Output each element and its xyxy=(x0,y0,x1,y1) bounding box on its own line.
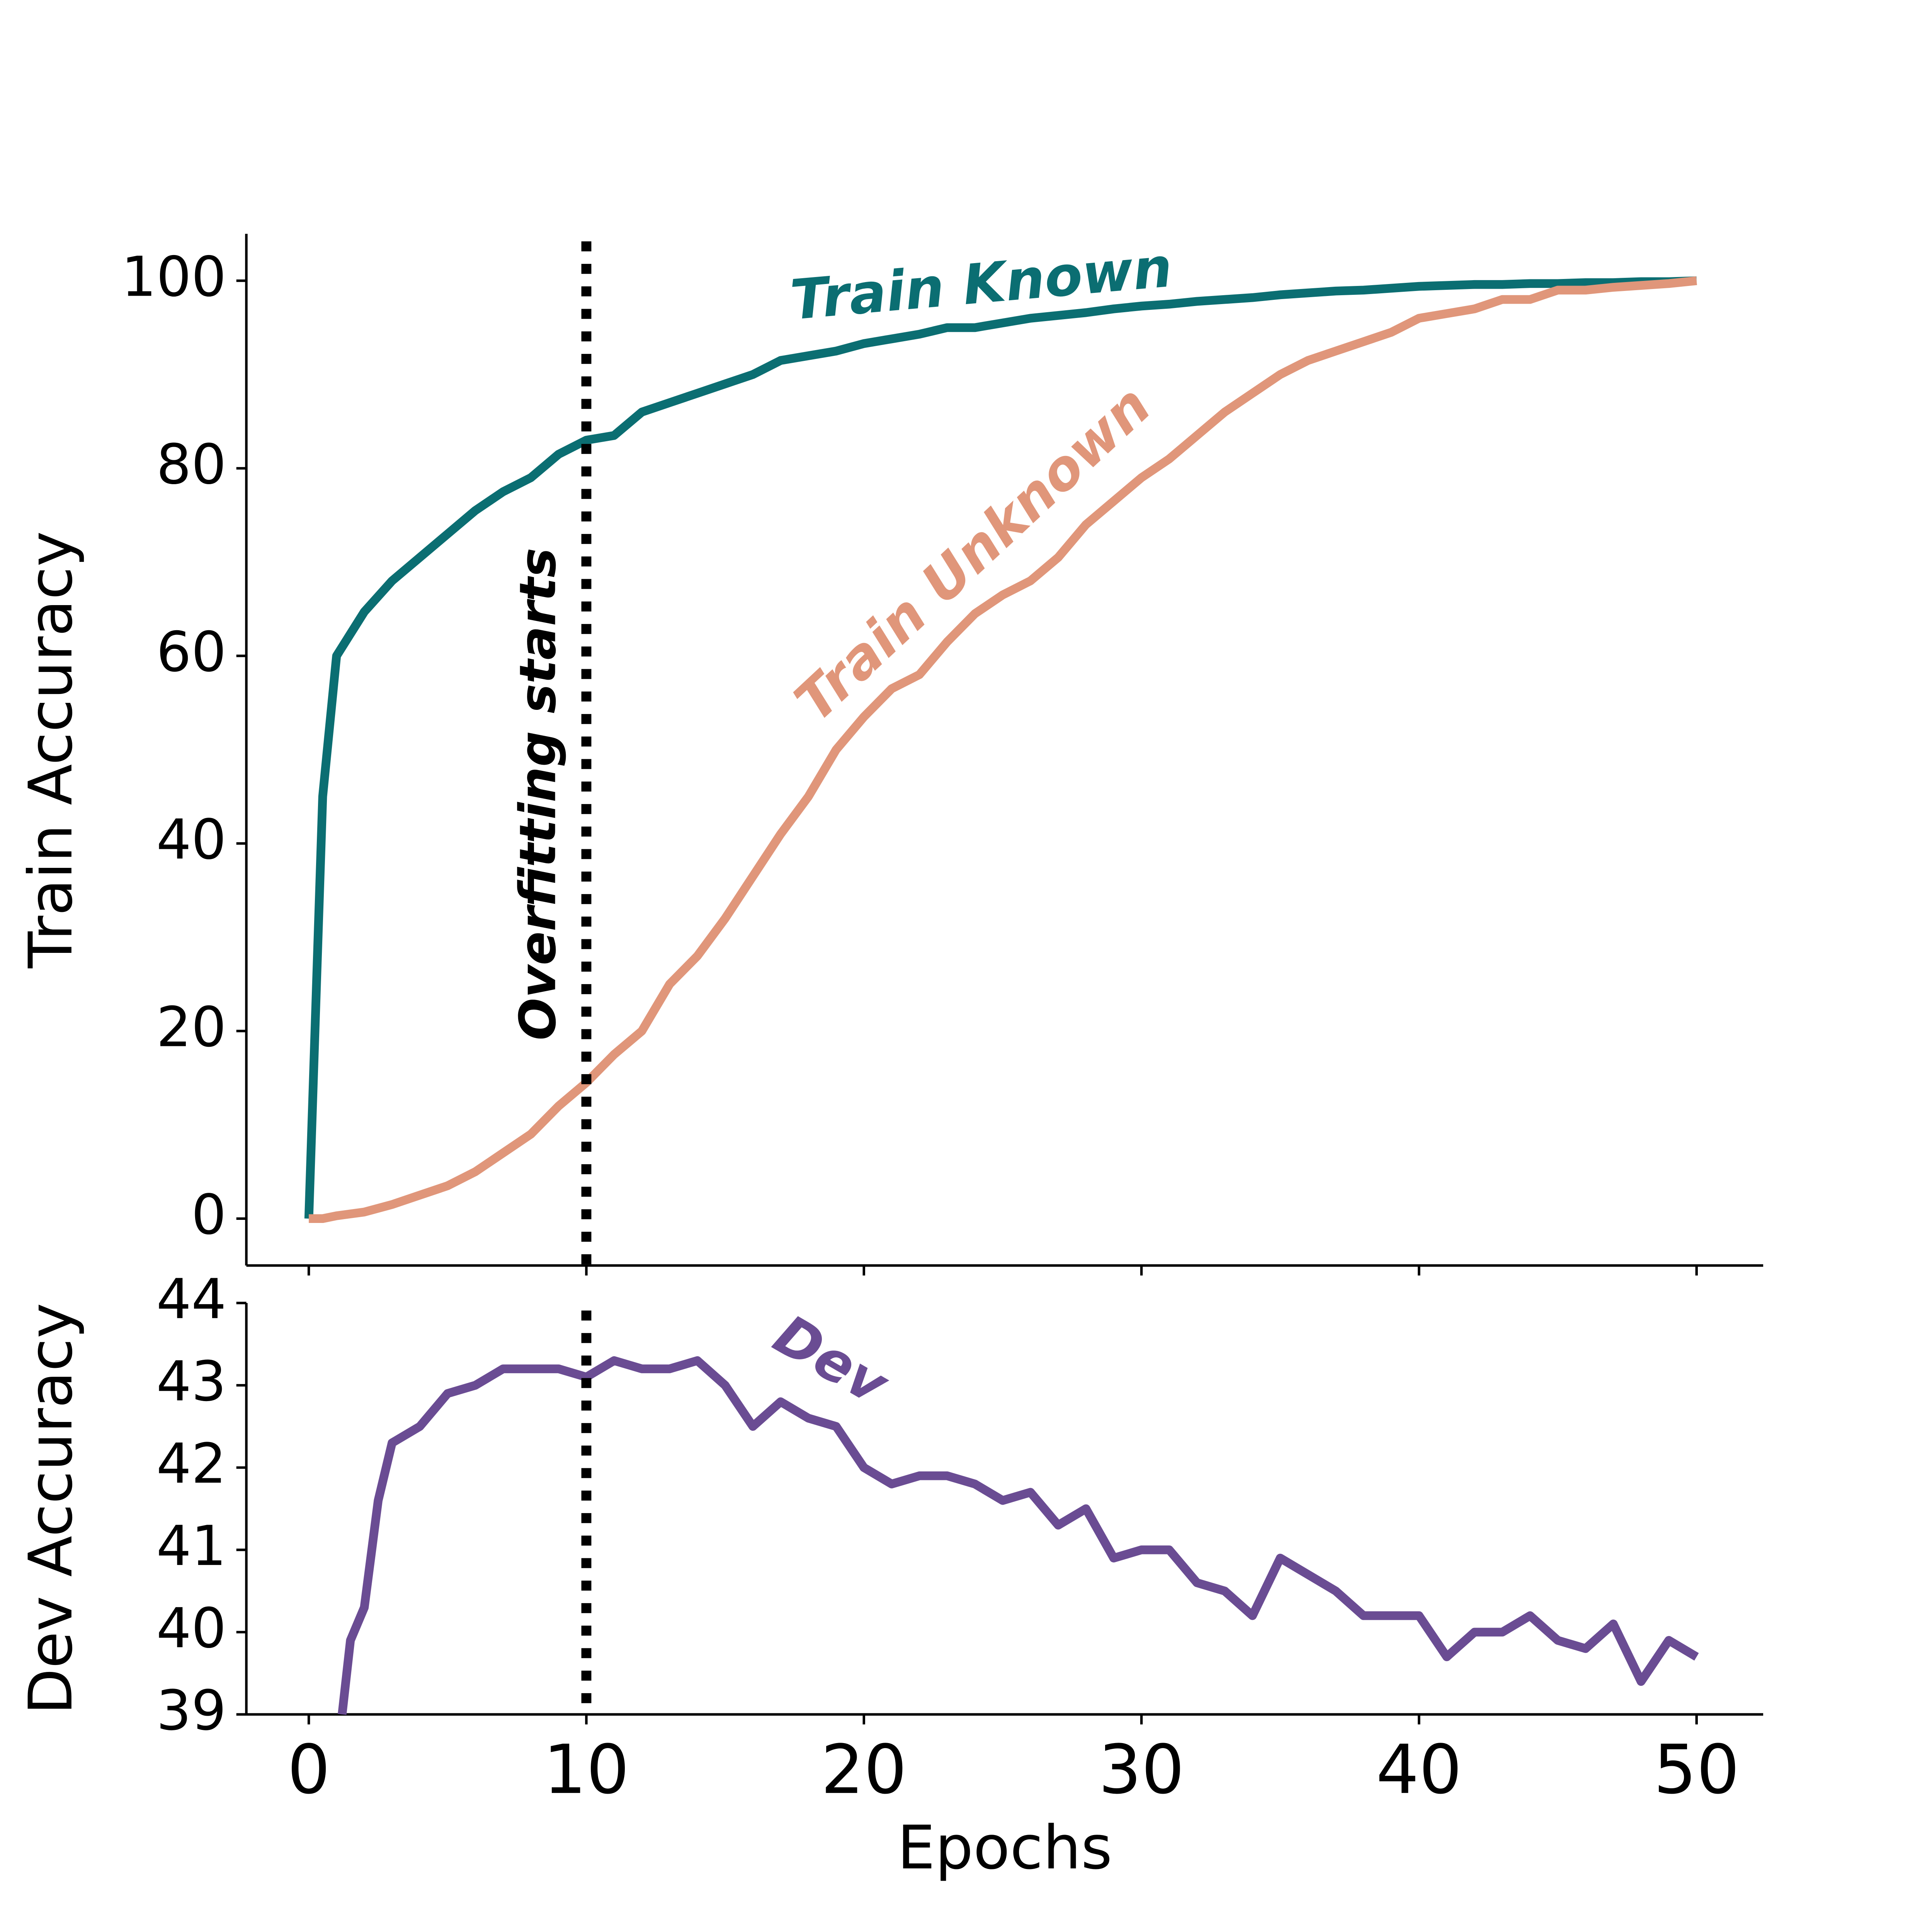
x-tick-label: 10 xyxy=(543,1731,629,1809)
y-tick-label: 40 xyxy=(156,1596,226,1660)
y-tick-label: 39 xyxy=(156,1679,226,1743)
y-tick-label: 41 xyxy=(156,1514,226,1578)
x-axis-label: Epochs xyxy=(897,1813,1112,1883)
y-tick-label: 44 xyxy=(156,1267,226,1331)
y-axis-label: Train Accuracy xyxy=(16,531,86,969)
x-tick-label: 20 xyxy=(821,1731,907,1809)
y-tick-label: 43 xyxy=(156,1349,226,1413)
series-label: Train Known xyxy=(788,235,1175,333)
y-axis-label: Dev Accuracy xyxy=(16,1303,86,1715)
y-tick-label: 60 xyxy=(156,620,226,684)
y-tick-label: 40 xyxy=(156,808,226,872)
x-tick-label: 50 xyxy=(1654,1731,1740,1809)
y-tick-label: 80 xyxy=(156,432,226,497)
series-label: Train Unknown xyxy=(782,373,1163,734)
series-line xyxy=(304,276,1697,1219)
y-tick-label: 100 xyxy=(121,245,226,309)
y-tick-label: 20 xyxy=(156,995,226,1059)
x-tick-label: 30 xyxy=(1099,1731,1184,1809)
y-tick-label: 42 xyxy=(156,1432,226,1496)
x-tick-label: 0 xyxy=(287,1731,330,1809)
x-tick-label: 40 xyxy=(1376,1731,1462,1809)
series-line xyxy=(309,276,1697,1223)
annotation: Overfitting starts xyxy=(509,548,567,1041)
series-line xyxy=(338,1356,1699,1715)
y-tick-label: 0 xyxy=(191,1183,226,1247)
